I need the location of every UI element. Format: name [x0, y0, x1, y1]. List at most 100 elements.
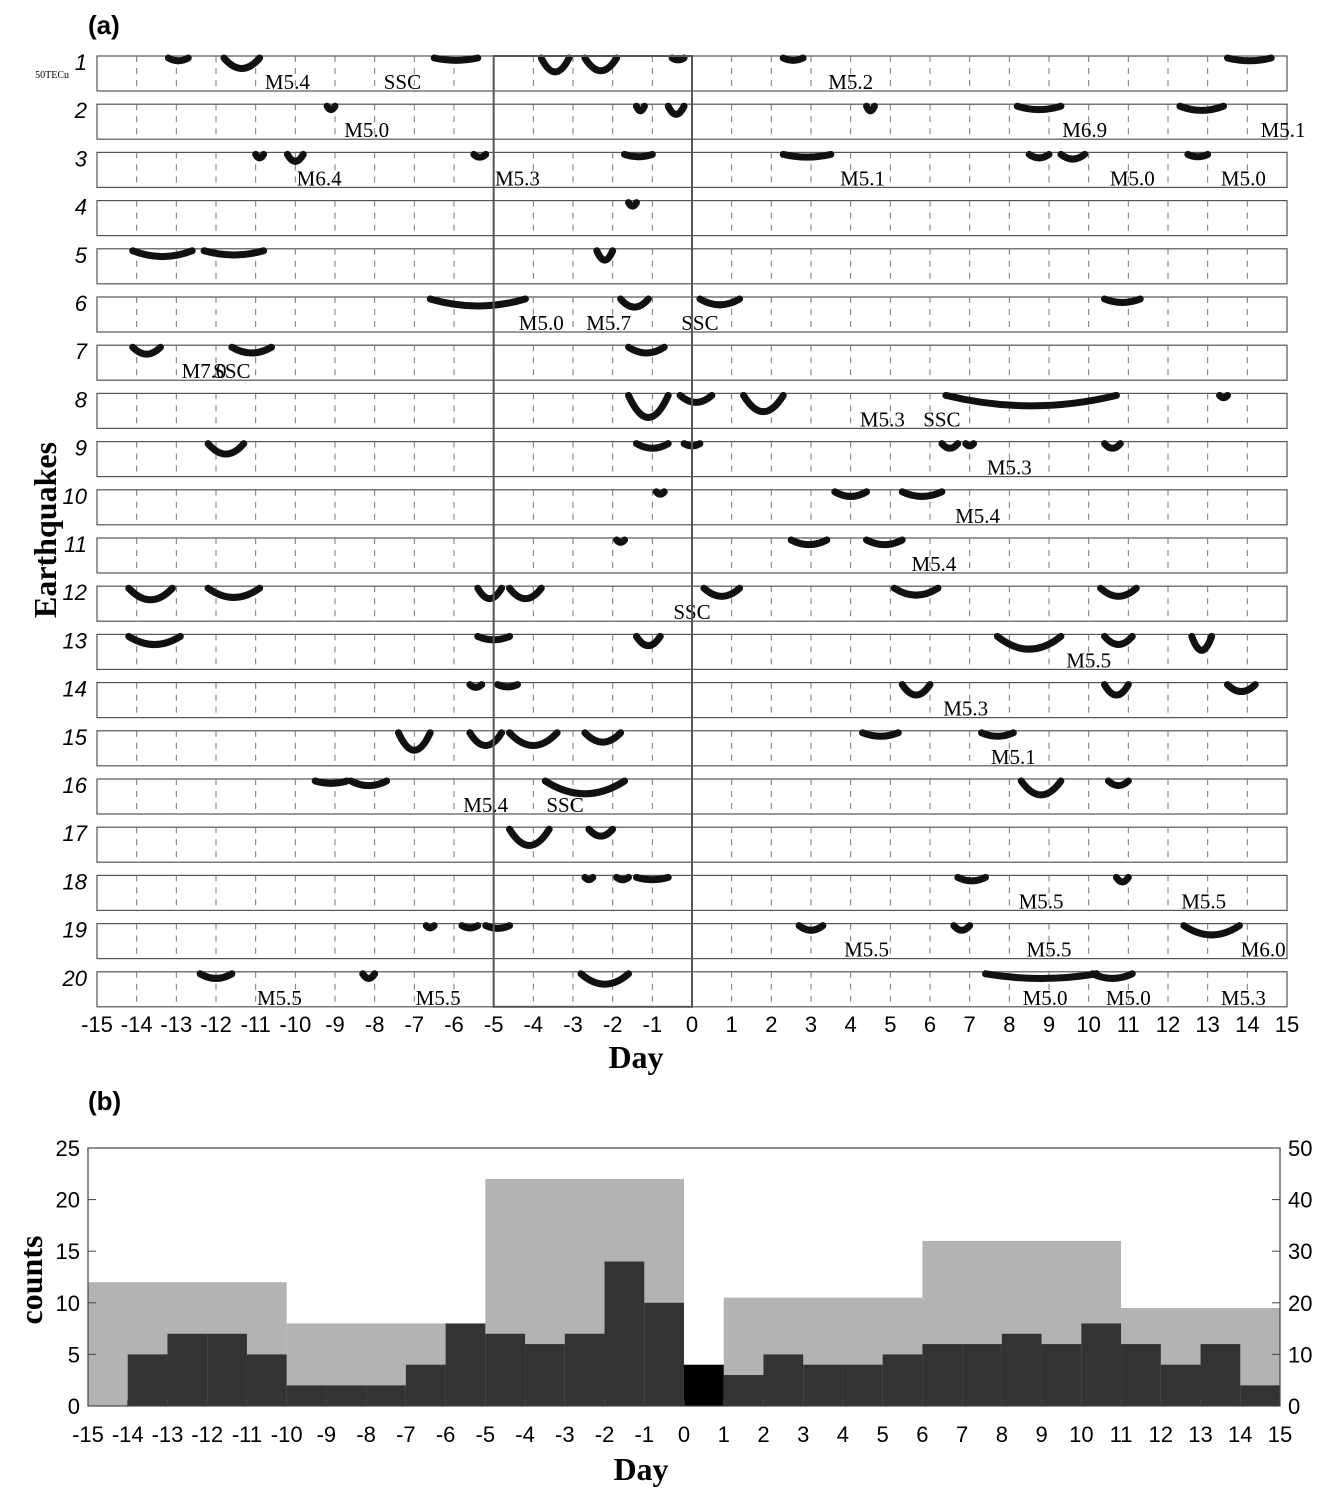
event-label: M5.1: [991, 745, 1036, 769]
event-label: M6.4: [297, 166, 342, 190]
x-tick-label: -15: [81, 1012, 113, 1037]
tec-anomaly: [863, 536, 906, 549]
tec-anomaly: [831, 488, 871, 500]
x-tick-label: -5: [484, 1012, 504, 1037]
tec-anomaly: [200, 247, 268, 259]
row-15: 15 M5.1: [63, 725, 1288, 769]
row-18: 18 M5.5 M5.5: [63, 869, 1288, 913]
tec-anomaly: [962, 440, 978, 450]
event-label: M5.4: [955, 504, 1000, 528]
x-tick-label: -9: [317, 1422, 337, 1447]
event-label: M5.5: [1027, 938, 1072, 962]
event-label: M5.0: [519, 311, 564, 335]
tec-anomaly: [129, 247, 196, 261]
event-label: SSC: [213, 359, 250, 383]
x-tick-label: -14: [121, 1012, 153, 1037]
event-label: M5.1: [1261, 118, 1306, 142]
panel-a-ylabel: Earthquakes: [27, 442, 63, 618]
row-label: 20: [62, 966, 88, 991]
tec-anomaly: [700, 584, 744, 600]
tec-anomaly: [632, 632, 664, 650]
tec-anomaly: [740, 391, 787, 416]
row-6: 6 M5.0 M5.7 SSC: [75, 291, 1288, 335]
y-tick-label: 15: [56, 1239, 80, 1264]
x-tick-label: 8: [996, 1422, 1008, 1447]
tec-anomaly: [1176, 102, 1228, 114]
tec-anomaly: [898, 681, 934, 699]
event-label: M5.5: [1066, 648, 1111, 672]
panel-a-xlabel: Day: [608, 1039, 663, 1075]
y-tick-label: 5: [68, 1342, 80, 1367]
tec-anomaly: [541, 777, 629, 798]
event-label: M5.5: [416, 986, 461, 1010]
tec-anomaly: [129, 343, 164, 358]
tec-anomaly: [204, 584, 264, 601]
daily-count-bar: [1240, 1385, 1280, 1406]
event-label: M5.3: [987, 456, 1032, 480]
x-tick-label: -9: [325, 1012, 345, 1037]
event-label: M5.0: [1110, 166, 1155, 190]
highlight-window: [492, 55, 693, 1008]
daily-count-bar: [922, 1344, 963, 1406]
tec-anomaly: [954, 873, 990, 885]
tec-anomaly: [581, 873, 597, 884]
x-tick-label: 10: [1076, 1012, 1100, 1037]
x-tick-label: 7: [956, 1422, 968, 1447]
tec-anomaly: [466, 729, 506, 749]
tec-anomaly: [1184, 150, 1212, 161]
row-label: 1: [75, 50, 87, 75]
tec-anomaly: [1097, 584, 1140, 600]
daily-count-bar: [326, 1385, 367, 1406]
x-tick-label: 7: [964, 1012, 976, 1037]
row-label: 2: [74, 98, 87, 123]
tec-anomaly: [779, 150, 835, 161]
row-5: 5: [75, 243, 1288, 285]
event-label: M5.3: [860, 407, 905, 431]
tec-anomaly: [779, 54, 807, 64]
x-tick-label: -15: [72, 1422, 104, 1447]
daily-count-bar: [1081, 1323, 1122, 1406]
daily-count-bar: [644, 1302, 684, 1406]
tec-anomaly: [632, 873, 672, 884]
tec-anomaly: [466, 681, 486, 691]
tec-anomaly: [898, 488, 946, 500]
row-8: 8 M5.3 SSC: [75, 387, 1288, 431]
unit-label: 50TECu: [35, 70, 69, 81]
tec-anomaly: [859, 729, 902, 740]
x-tick-label: -6: [436, 1422, 456, 1447]
daily-count-bar: [723, 1375, 764, 1406]
tec-anomaly: [228, 343, 276, 357]
event-label: SSC: [923, 407, 960, 431]
x-tick-label: -12: [191, 1422, 223, 1447]
daily-count-bar: [604, 1261, 645, 1406]
x-tick-label: 0: [686, 1012, 698, 1037]
x-tick-label: 13: [1188, 1422, 1212, 1447]
row-label: 16: [63, 773, 88, 798]
event-label: M5.7: [586, 311, 631, 335]
tec-anomaly: [787, 536, 831, 549]
tec-anomaly: [863, 102, 878, 115]
daily-count-bar: [882, 1354, 923, 1406]
x-tick-label: 0: [678, 1422, 690, 1447]
event-label: SSC: [384, 70, 421, 94]
daily-count-bar: [167, 1333, 208, 1406]
event-label: M7.0: [182, 359, 227, 383]
row-label: 15: [63, 725, 88, 750]
event-label: M5.5: [1181, 889, 1226, 913]
tec-anomaly: [993, 632, 1065, 653]
tec-anomaly: [494, 681, 521, 691]
x-tick-label: 9: [1035, 1422, 1047, 1447]
tec-anomaly: [982, 970, 1101, 982]
daily-count-bar: [485, 1333, 526, 1406]
tec-anomaly: [537, 54, 573, 76]
x-tick-label: 12: [1156, 1012, 1180, 1037]
x-tick-label: 2: [765, 1012, 777, 1037]
tec-anomaly: [394, 729, 434, 754]
tec-anomaly: [625, 199, 640, 210]
daily-count-bar: [525, 1344, 565, 1406]
tec-anomaly: [1224, 681, 1259, 696]
x-tick-label: 14: [1235, 1012, 1259, 1037]
tec-anomaly: [1017, 777, 1065, 799]
